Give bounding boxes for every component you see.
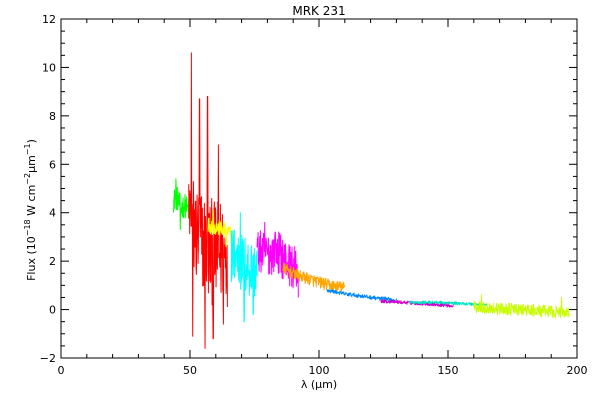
x-tick-label: 150 [438,364,459,377]
y-tick-label: 6 [49,158,56,171]
y-axis-label-unit: μm [25,155,38,173]
y-axis-label-prefix: Flux (10 [25,236,38,281]
y-tick-label: 4 [49,207,56,220]
x-tick-label: 0 [58,364,65,377]
y-tick-label: 2 [49,255,56,268]
y-tick-label: 8 [49,110,56,123]
x-tick-label: 50 [183,364,197,377]
y-tick-label: −2 [40,352,56,365]
y-axis-label-mid: W cm [25,185,38,220]
spectrum-segment-6 [282,262,346,293]
spectrum-segment-7 [326,289,397,303]
y-axis-label-suffix: ) [25,139,38,143]
spectrum-segment-4 [230,212,258,323]
chart-title: MRK 231 [292,4,345,18]
y-tick-label: 12 [42,13,56,26]
spectrum-segment-5 [256,221,299,298]
series-layer [173,52,570,349]
spectrum-segment-3 [207,209,232,248]
y-axis-label: Flux (10−18 W cm−2μm−1) [23,139,38,281]
y-axis-label-exp3: −1 [23,143,32,155]
x-tick-label: 200 [567,364,588,377]
x-axis-label: λ (μm) [301,378,337,391]
y-axis-label-exp2: −2 [23,173,32,185]
x-tick-label: 100 [309,364,330,377]
y-axis-label-exp1: −18 [23,219,32,236]
spectrum-segment-1 [173,178,190,231]
spectrum-segment-10 [473,294,570,319]
y-tick-label: 10 [42,61,56,74]
y-tick-label: 0 [49,304,56,317]
